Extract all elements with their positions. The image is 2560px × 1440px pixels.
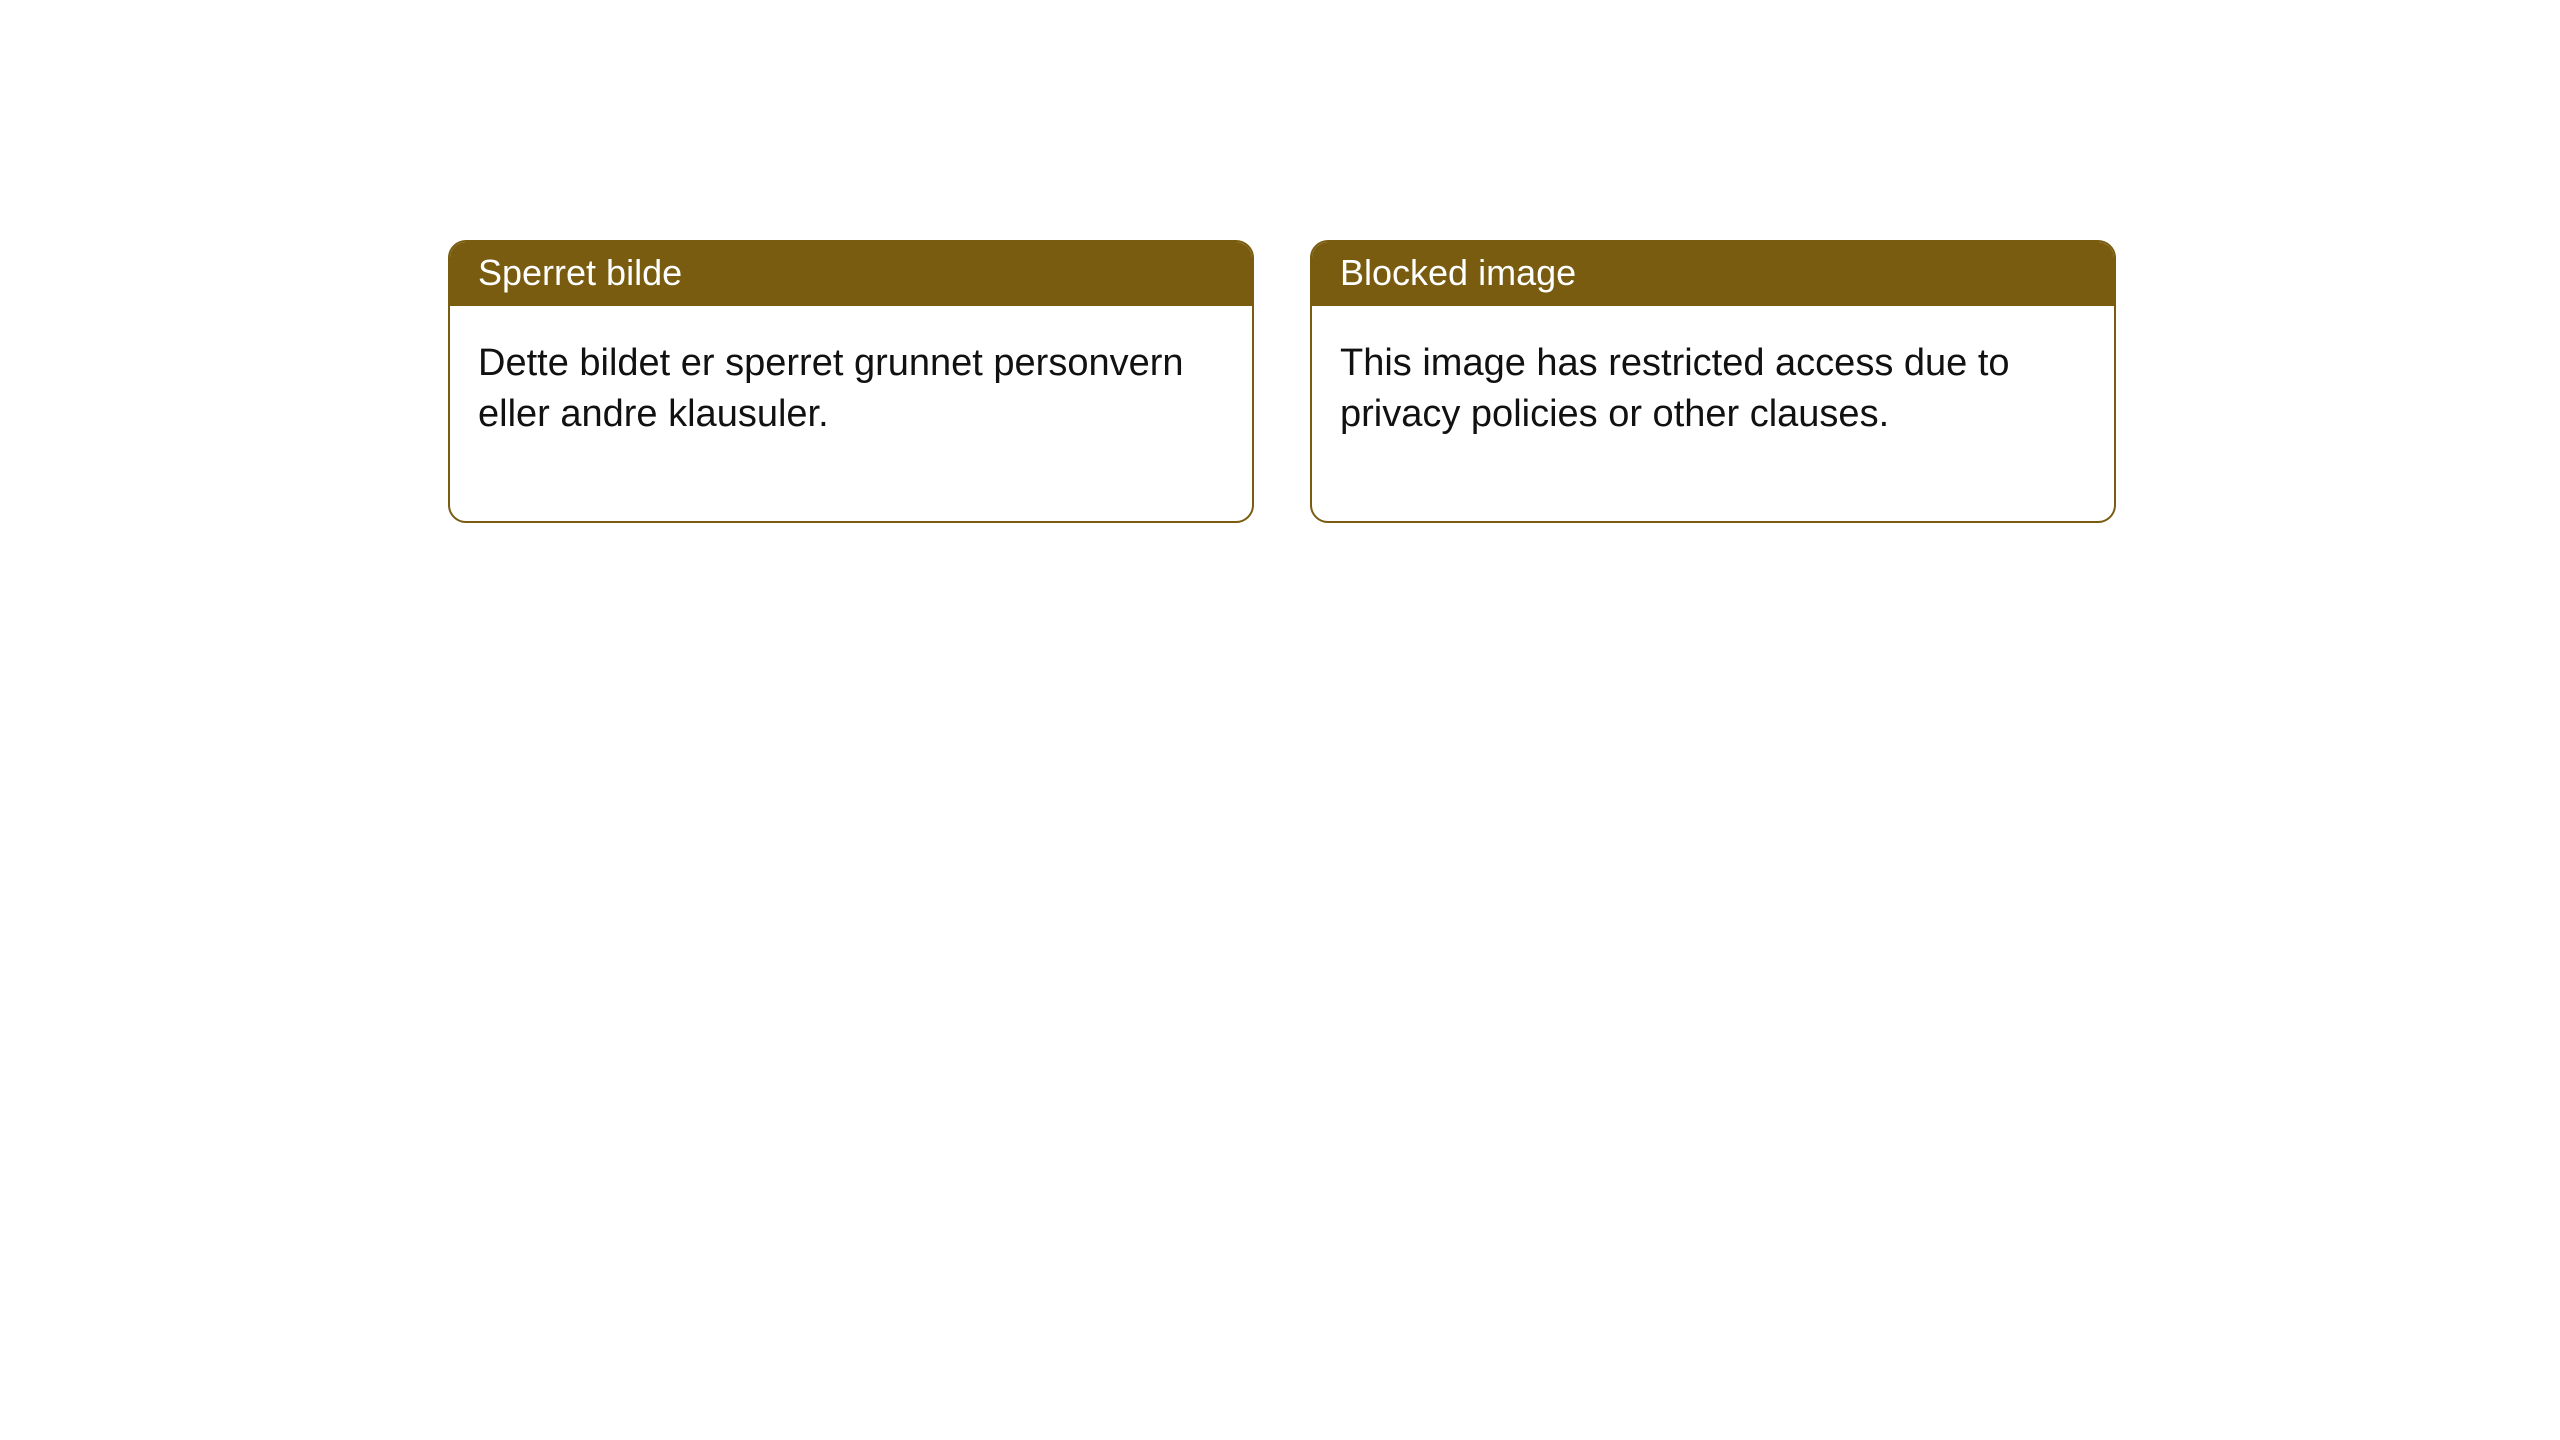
notice-title: Blocked image: [1340, 252, 1576, 293]
notice-message: This image has restricted access due to …: [1340, 342, 2010, 435]
notice-body: Dette bildet er sperret grunnet personve…: [450, 306, 1252, 521]
notice-title: Sperret bilde: [478, 252, 682, 293]
notice-header: Blocked image: [1312, 242, 2114, 306]
notice-box-norwegian: Sperret bilde Dette bildet er sperret gr…: [448, 240, 1254, 523]
notice-box-english: Blocked image This image has restricted …: [1310, 240, 2116, 523]
notice-container: Sperret bilde Dette bildet er sperret gr…: [448, 240, 2116, 523]
notice-message: Dette bildet er sperret grunnet personve…: [478, 342, 1184, 435]
notice-body: This image has restricted access due to …: [1312, 306, 2114, 521]
notice-header: Sperret bilde: [450, 242, 1252, 306]
